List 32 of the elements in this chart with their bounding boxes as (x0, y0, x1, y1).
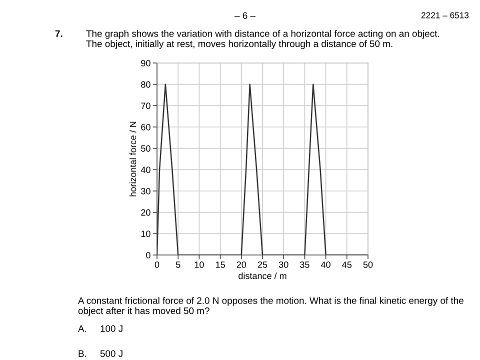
x-tick-label: 40 (320, 261, 330, 268)
text: 2221 – 6513 (421, 12, 469, 18)
x-tick-label: 15 (216, 262, 225, 268)
x-tick-label: 50 (363, 261, 373, 268)
x-tick-label: 35 (300, 261, 310, 268)
y-tick-label: 30 (141, 188, 150, 194)
text: B. (78, 350, 86, 357)
x-tick-label: 30 (278, 261, 288, 268)
y-tick-label: 70 (141, 102, 150, 110)
y-tick-label: 40 (140, 166, 150, 174)
y-tick-label: 90 (141, 60, 150, 66)
y-tick-label: 80 (141, 81, 150, 88)
y-tick-label: 50 (141, 145, 150, 152)
y-tick-label: 20 (141, 209, 150, 216)
x-tick-label: 25 (258, 261, 268, 268)
text: 7. (55, 30, 62, 37)
text: 100 J (100, 325, 122, 332)
x-tick-label: 10 (194, 261, 204, 268)
y-axis-title: horizontal force / N (130, 122, 136, 196)
x-tick-label: 0 (154, 261, 160, 268)
y-tick-label: 10 (141, 230, 150, 238)
x-tick-label: 45 (342, 262, 352, 268)
x-axis-title: distance / m (238, 272, 286, 280)
x-tick-label: 5 (176, 262, 180, 268)
text: 500 J (100, 350, 122, 357)
text: – 6 – (234, 12, 256, 19)
text: A constant frictional force of 2.0 N opposes the motion. What is the final kinetic energy of the object after it has moved 50 m? (78, 297, 464, 316)
y-tick-label: 60 (141, 124, 150, 130)
x-tick-label: 20 (236, 261, 246, 268)
text: A. (78, 325, 86, 332)
y-tick-label: 0 (146, 252, 150, 258)
chart-title: The graph shows the variation with distance of a horizontal force acting on an object. The object, initially at rest, moves horizontally through a distance of 50 m. (86, 30, 439, 49)
